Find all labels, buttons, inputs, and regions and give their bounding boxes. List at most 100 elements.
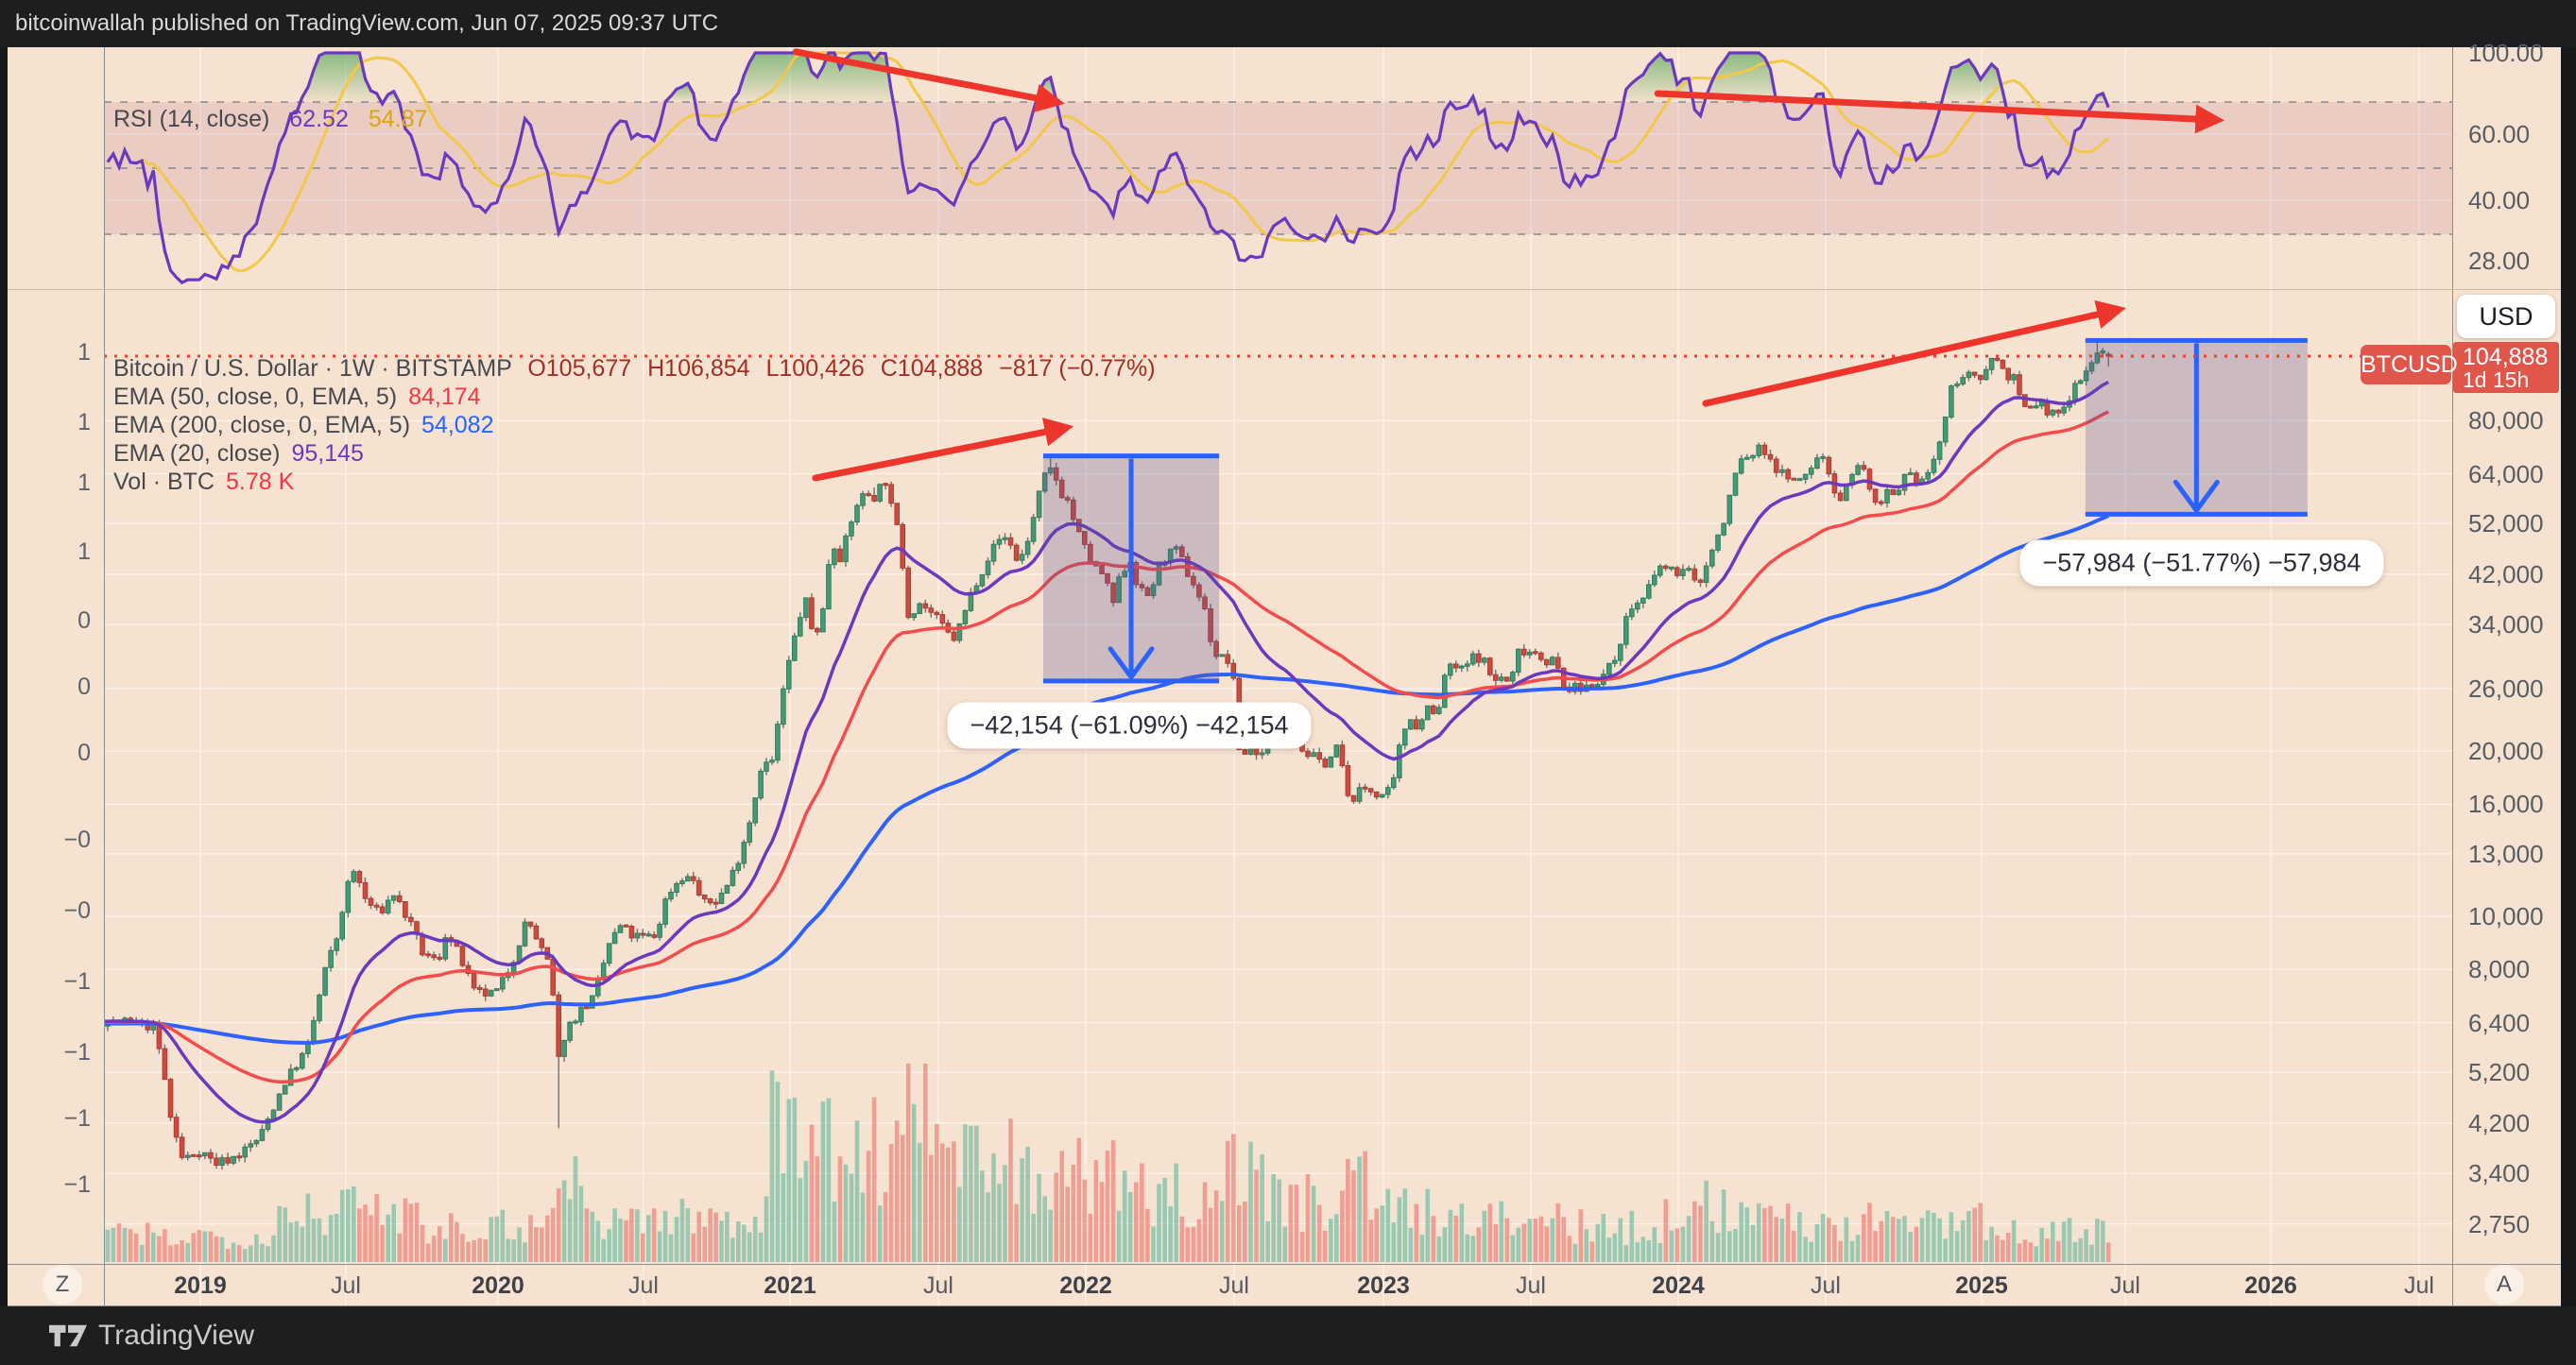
symbol-title-row[interactable]: Bitcoin / U.S. Dollar · 1W · BITSTAMP O1… bbox=[113, 354, 1156, 383]
price-scale[interactable]: 100.00 60.00 40.00 28.00 80,000 64,000 52,000 4… bbox=[2453, 39, 2561, 1306]
indicator-row[interactable]: EMA (20, close) 95,145 bbox=[113, 439, 1156, 468]
price-axis-label: 6,400 bbox=[2468, 1008, 2531, 1037]
indicator-legend-rows: EMA (50, close, 0, EMA, 5) 84,174 EMA (200… bbox=[113, 383, 1156, 496]
left-scale-label: 1 bbox=[77, 409, 91, 435]
time-axis-month-label[interactable]: Jul bbox=[923, 1272, 953, 1299]
price-axis-label: 5,200 bbox=[2468, 1058, 2531, 1086]
left-scale-label: 0 bbox=[77, 607, 91, 634]
indicator-name: EMA (50, close, 0, EMA, 5) bbox=[113, 384, 398, 410]
rsi-ma-value: 54.87 bbox=[368, 106, 428, 132]
grid-lines bbox=[104, 47, 2452, 1305]
indicator-row[interactable]: EMA (50, close, 0, EMA, 5) 84,174 bbox=[113, 383, 1156, 411]
rsi-plot bbox=[104, 51, 2452, 285]
rsi-legend-name: RSI (14, close) bbox=[113, 106, 270, 132]
price-axis-label: 3,400 bbox=[2468, 1159, 2531, 1188]
price-axis-label: 34,000 bbox=[2468, 610, 2544, 640]
left-scale-label: −1 bbox=[63, 1105, 91, 1132]
price-axis-label: 52,000 bbox=[2468, 509, 2544, 537]
time-axis-month-label[interactable]: Jul bbox=[1811, 1272, 1841, 1299]
volume-bars bbox=[104, 1064, 2111, 1262]
rsi-axis-label: 28.00 bbox=[2468, 247, 2531, 275]
ohlc-high: H106,854 bbox=[647, 355, 750, 382]
time-axis-month-label[interactable]: Jul bbox=[2404, 1272, 2434, 1299]
trend-arrow-2[interactable] bbox=[1654, 90, 2225, 134]
rsi-legend[interactable]: RSI (14, close) 62.52 54.87 bbox=[113, 106, 427, 133]
tradingview-logo-icon[interactable] bbox=[47, 1322, 89, 1350]
timezone-button[interactable]: Z bbox=[43, 1265, 82, 1305]
indicator-row[interactable]: EMA (200, close, 0, EMA, 5) 54,082 bbox=[113, 411, 1156, 439]
indicator-name: Vol · BTC bbox=[113, 469, 215, 495]
rsi-value: 62.52 bbox=[289, 106, 349, 132]
rsi-line[interactable] bbox=[106, 51, 2110, 285]
left-scale-label: 1 bbox=[77, 469, 91, 496]
left-scale-label: 1 bbox=[77, 538, 91, 565]
ema-20-line[interactable] bbox=[22, 380, 2110, 1124]
measure-label: −57,984 (−51.77%) −57,984 bbox=[2019, 539, 2384, 587]
left-scale-label: −1 bbox=[63, 968, 91, 995]
indicator-name: EMA (200, close, 0, EMA, 5) bbox=[113, 412, 411, 438]
price-axis-label: 10,000 bbox=[2468, 902, 2544, 930]
ema-50-line[interactable] bbox=[22, 410, 2109, 1084]
symbol-legend[interactable]: Bitcoin / U.S. Dollar · 1W · BITSTAMP O1… bbox=[113, 354, 1156, 496]
symbol-title: Bitcoin / U.S. Dollar · 1W · BITSTAMP bbox=[113, 355, 512, 382]
ohlc-open: O105,677 bbox=[527, 355, 632, 382]
ohlc-low: L100,426 bbox=[765, 355, 865, 382]
measure-label: −42,154 (−61.09%) −42,154 bbox=[947, 702, 1312, 749]
time-axis-year-label[interactable]: 2020 bbox=[472, 1272, 524, 1299]
publish-title: bitcoinwallah published on TradingView.c… bbox=[15, 10, 719, 36]
time-axis-year-label[interactable]: 2019 bbox=[174, 1272, 227, 1299]
indicator-row[interactable]: Vol · BTC 5.78 K bbox=[113, 468, 1156, 496]
time-axis-year-label[interactable]: 2025 bbox=[1955, 1272, 2008, 1299]
price-axis-label: 42,000 bbox=[2468, 559, 2544, 589]
time-axis-month-label[interactable]: Jul bbox=[1516, 1272, 1546, 1299]
footer-bar: TradingView bbox=[0, 1306, 2576, 1365]
left-scale-label: −0 bbox=[63, 897, 91, 924]
indicator-value: 54,082 bbox=[421, 412, 494, 438]
trend-arrow-4[interactable] bbox=[1702, 299, 2126, 407]
publish-header: bitcoinwallah published on TradingView.c… bbox=[0, 0, 2576, 47]
indicator-name: EMA (20, close) bbox=[113, 440, 281, 467]
tradingview-brand[interactable]: TradingView bbox=[98, 1320, 255, 1351]
rsi-axis-label: 60.00 bbox=[2468, 120, 2531, 148]
card-bottom-border bbox=[8, 1305, 2561, 1306]
left-scale-label: 0 bbox=[77, 674, 91, 700]
measure-box-2[interactable] bbox=[2085, 337, 2308, 517]
time-axis-month-label[interactable]: Jul bbox=[2110, 1272, 2140, 1299]
indicator-value: 5.78 K bbox=[225, 469, 295, 495]
price-axis-label: 13,000 bbox=[2468, 839, 2544, 868]
rsi-band-lines bbox=[104, 101, 2452, 235]
rsi-axis-label: 100.00 bbox=[2468, 39, 2544, 67]
price-scale-border bbox=[2452, 47, 2453, 1306]
last-price-badge[interactable]: 104,888 1d 15h bbox=[2453, 342, 2559, 393]
time-axis-year-label[interactable]: 2022 bbox=[1059, 1272, 1112, 1299]
indicator-value: 95,145 bbox=[291, 440, 364, 467]
chart-canvas[interactable] bbox=[8, 47, 2561, 1306]
trend-arrow-3[interactable] bbox=[812, 418, 1074, 482]
auto-scale-button[interactable]: A bbox=[2484, 1265, 2524, 1305]
time-axis-month-label[interactable]: Jul bbox=[331, 1272, 361, 1299]
time-axis-year-label[interactable]: 2024 bbox=[1652, 1272, 1705, 1299]
ohlc-close: C104,888 bbox=[880, 355, 984, 382]
time-axis-year-label[interactable]: 2023 bbox=[1357, 1272, 1410, 1299]
rsi-ma-line[interactable] bbox=[141, 51, 2110, 273]
price-axis-label: 26,000 bbox=[2468, 674, 2544, 703]
trend-arrow-1[interactable] bbox=[792, 48, 1065, 113]
price-axis-label: 2,750 bbox=[2468, 1209, 2531, 1238]
price-axis-label: 4,200 bbox=[2468, 1108, 2531, 1137]
last-price-value: 104,888 bbox=[2463, 344, 2549, 370]
time-axis-border bbox=[8, 1264, 2561, 1265]
chart-card: RSI (14, close) 62.52 54.87 Bitcoin / U.… bbox=[8, 39, 2561, 1306]
ohlc-change: −817 (−0.77%) bbox=[999, 355, 1156, 382]
indicator-value: 84,174 bbox=[408, 384, 481, 410]
time-axis-year-label[interactable]: 2021 bbox=[764, 1272, 816, 1299]
price-axis-label: 8,000 bbox=[2468, 955, 2531, 984]
time-axis-year-label[interactable]: 2026 bbox=[2244, 1272, 2297, 1299]
time-axis-month-label[interactable]: Jul bbox=[1219, 1272, 1249, 1299]
pane-separator[interactable] bbox=[8, 289, 2561, 290]
left-scale-label: −0 bbox=[63, 827, 91, 853]
currency-toggle-button[interactable]: USD bbox=[2457, 295, 2555, 338]
symbol-price-tag[interactable]: BTCUSD bbox=[2361, 345, 2458, 384]
measure-box-1[interactable] bbox=[1042, 453, 1220, 684]
price-axis-label: 80,000 bbox=[2468, 406, 2544, 435]
time-axis-month-label[interactable]: Jul bbox=[628, 1272, 659, 1299]
